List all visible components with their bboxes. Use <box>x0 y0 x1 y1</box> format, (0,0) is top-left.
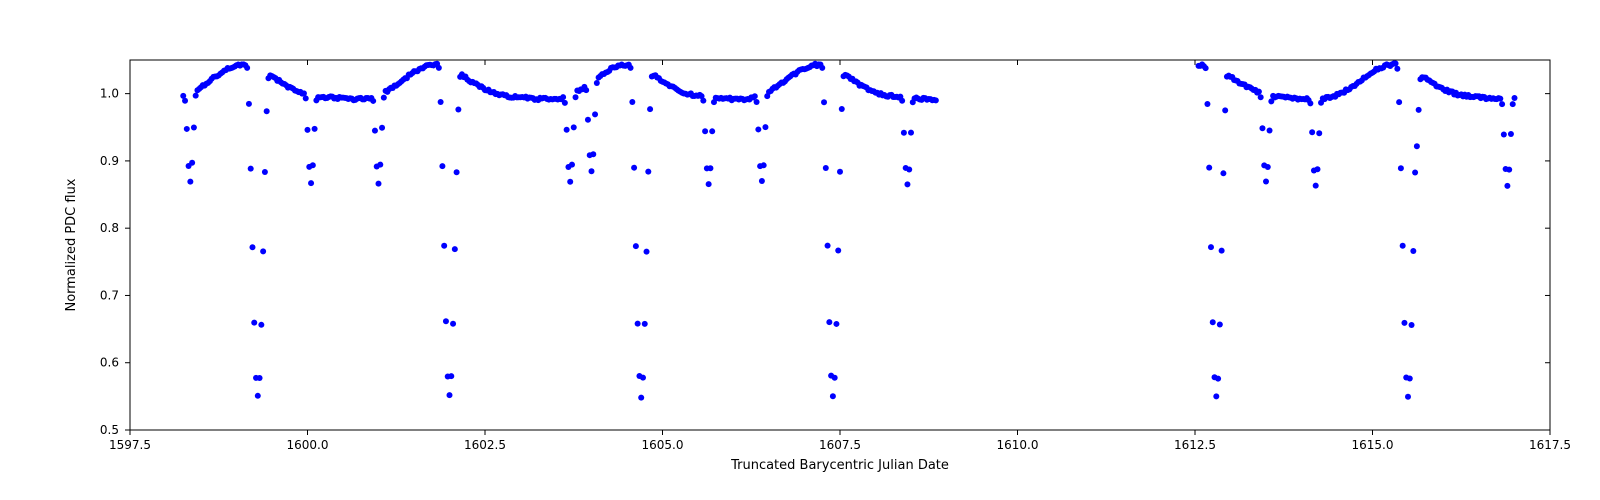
y-axis-ticks: 0.5 0.6 0.7 0.8 0.9 1.0 <box>100 87 1550 437</box>
x-tick-label: 1617.5 <box>1529 438 1571 452</box>
x-tick-label: 1612.5 <box>1174 438 1216 452</box>
x-tick-label: 1597.5 <box>109 438 151 452</box>
y-tick-label: 0.6 <box>100 356 119 370</box>
x-tick-label: 1602.5 <box>464 438 506 452</box>
y-tick-label: 1.0 <box>100 87 119 101</box>
x-tick-label: 1600.0 <box>287 438 329 452</box>
x-tick-label: 1610.0 <box>997 438 1039 452</box>
x-tick-label: 1605.0 <box>642 438 684 452</box>
light-curve-chart: 1597.5 1600.0 1602.5 1605.0 1607.5 1610.0 1612… <box>0 0 1600 500</box>
x-tick-label: 1615.0 <box>1352 438 1394 452</box>
y-tick-label: 0.7 <box>100 288 119 302</box>
chart-svg: 1597.5 1600.0 1602.5 1605.0 1607.5 1610.0 1612… <box>0 0 1600 500</box>
plot-frame <box>130 60 1550 430</box>
scatter-points <box>180 60 1517 400</box>
x-axis-ticks: 1597.5 1600.0 1602.5 1605.0 1607.5 1610.0 1612… <box>109 60 1571 452</box>
y-tick-label: 0.8 <box>100 221 119 235</box>
x-axis-label: Truncated Barycentric Julian Date <box>730 458 949 473</box>
y-axis-label: Normalized PDC flux <box>64 178 79 311</box>
y-tick-label: 0.5 <box>100 423 119 437</box>
y-tick-label: 0.9 <box>100 154 119 168</box>
x-tick-label: 1607.5 <box>819 438 861 452</box>
